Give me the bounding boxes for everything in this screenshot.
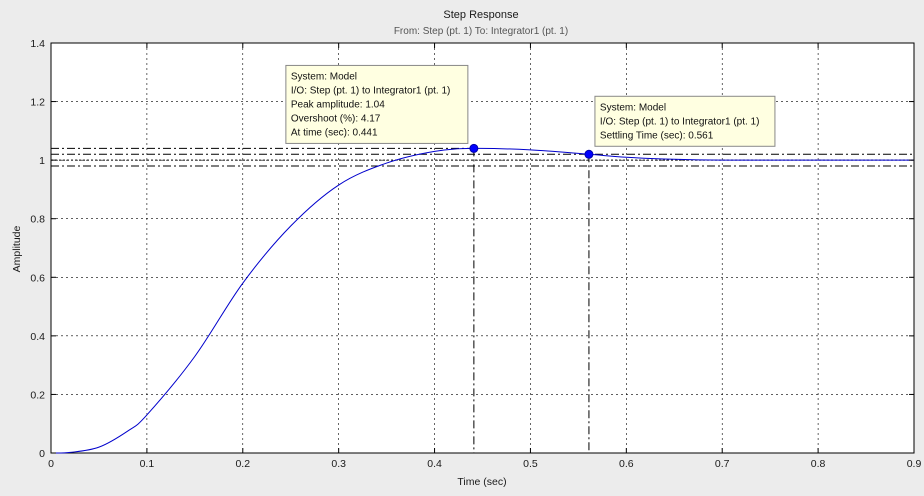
y-tick-label: 1.4: [30, 38, 45, 50]
chart-title: Step Response: [443, 9, 518, 21]
x-tick-label: 0.8: [811, 458, 826, 470]
data-tip-line: System: Model: [600, 102, 666, 113]
data-tip-marker[interactable]: [584, 149, 594, 159]
x-tick-label: 0: [48, 458, 54, 470]
data-tip-line: I/O: Step (pt. 1) to Integrator1 (pt. 1): [600, 116, 760, 127]
x-tick-label: 0.6: [619, 458, 634, 470]
grid: [51, 43, 914, 453]
chart-subtitle: From: Step (pt. 1) To: Integrator1 (pt. …: [394, 26, 568, 37]
data-tip-line: I/O: Step (pt. 1) to Integrator1 (pt. 1): [291, 85, 451, 96]
reference-lines: [51, 147, 914, 453]
x-tick-label: 0.7: [715, 458, 730, 470]
y-tick-label: 0.8: [30, 214, 45, 226]
plot-area[interactable]: [50, 42, 915, 454]
data-tip-marker[interactable]: [469, 143, 479, 153]
series-layer: [50, 147, 914, 454]
data-tip-line: At time (sec): 0.441: [291, 127, 378, 138]
x-tick-label: 0.2: [235, 458, 250, 470]
y-tick-label: 1: [39, 155, 45, 167]
data-tips: System: Model I/O: Step (pt. 1) to Integr…: [285, 64, 776, 147]
y-axis-label: Amplitude: [11, 226, 23, 273]
data-tip-background: [594, 95, 776, 147]
y-tick-label: 0.6: [30, 272, 45, 284]
data-tip-line: Settling Time (sec): 0.561: [600, 130, 714, 141]
x-tick-label: 0.9: [907, 458, 922, 470]
data-tip-box[interactable]: System: Model I/O: Step (pt. 1) to Integr…: [285, 64, 469, 144]
y-tick-label: 0.2: [30, 389, 45, 401]
x-tick-label: 0.3: [331, 458, 346, 470]
data-tip-box[interactable]: System: Model I/O: Step (pt. 1) to Integr…: [594, 95, 776, 147]
data-tip-line: Peak amplitude: 1.04: [291, 99, 385, 110]
data-tip-line: System: Model: [291, 71, 357, 82]
markers: [469, 143, 594, 159]
data-tip-background: [285, 64, 469, 144]
data-tip-line: Overshoot (%): 4.17: [291, 113, 381, 124]
y-tick-label: 0.4: [30, 331, 45, 343]
y-tick-label: 0: [39, 448, 45, 460]
x-tick-label: 0.1: [140, 458, 155, 470]
step-response-line[interactable]: [50, 147, 914, 454]
ticks: 0 0.1 0.2 0.3 0.4 0.5 0.6 0.7 0.8 0.9 0 0.2 0.4 0.6 0.…: [30, 38, 921, 470]
x-axis-label: Time (sec): [457, 476, 506, 488]
x-tick-label: 0.5: [523, 458, 538, 470]
y-tick-label: 1.2: [30, 97, 45, 109]
x-tick-label: 0.4: [427, 458, 442, 470]
